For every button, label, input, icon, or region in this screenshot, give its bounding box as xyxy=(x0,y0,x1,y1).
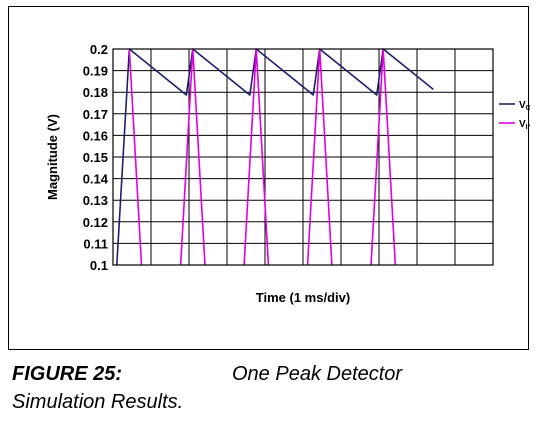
figure-title: One Peak Detector xyxy=(232,363,403,385)
tick-layer: 0.2 0.19 0.18 0.17 0.16 0.15 0.14 0.13 0.12 0.11 0… xyxy=(83,42,109,273)
caption-line-2: Simulation Results. xyxy=(12,391,184,413)
y-axis-title: Magnitude (V) xyxy=(45,114,60,200)
caption-line-1: FIGURE 25: One Peak Detector xyxy=(12,360,532,388)
x-axis-title: Time (1 ms/div) xyxy=(256,290,350,305)
y-tick-label: 0.18 xyxy=(83,85,108,100)
y-tick-label: 0.2 xyxy=(90,42,108,57)
chart-frame: 0.2 0.19 0.18 0.17 0.16 0.15 0.14 0.13 0.12 0.11 0… xyxy=(8,6,530,350)
y-tick-label: 0.17 xyxy=(83,107,108,122)
figure-caption: FIGURE 25: One Peak Detector Simulation R… xyxy=(12,360,532,416)
legend-label: VIN xyxy=(519,119,530,131)
y-tick-label: 0.19 xyxy=(83,64,108,79)
y-tick-label: 0.13 xyxy=(83,193,108,208)
y-tick-label: 0.15 xyxy=(83,150,108,165)
y-tick-label: 0.1 xyxy=(90,258,108,273)
y-tick-label: 0.14 xyxy=(83,172,109,187)
plot-border xyxy=(112,48,494,266)
legend: VOUTVIN xyxy=(499,100,530,131)
legend-label-subscript: IN xyxy=(526,124,530,131)
chart-svg: 0.2 0.19 0.18 0.17 0.16 0.15 0.14 0.13 0.12 0.11 0… xyxy=(45,42,530,305)
legend-label-main: V xyxy=(519,119,526,130)
legend-label: VOUT xyxy=(519,100,530,112)
y-tick-label: 0.16 xyxy=(83,128,108,143)
y-tick-label: 0.11 xyxy=(83,236,108,251)
legend-label-subscript: OUT xyxy=(526,105,530,112)
figure-label: FIGURE 25: xyxy=(12,363,123,385)
legend-label-main: V xyxy=(519,100,526,111)
y-tick-label: 0.12 xyxy=(83,215,108,230)
